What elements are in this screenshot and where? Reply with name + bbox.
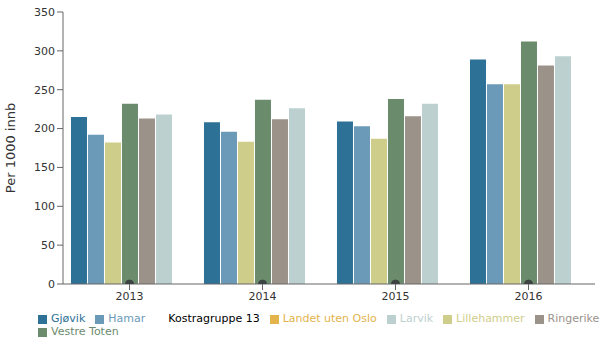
svg-text:Per 1000 innb: Per 1000 innb (8, 103, 18, 193)
svg-text:250: 250 (34, 84, 55, 97)
svg-text:350: 350 (34, 6, 55, 19)
svg-text:2015: 2015 (382, 290, 410, 303)
html-text:Kostragruppe 13: Kostragruppe 13 (168, 312, 260, 325)
svg-text:100: 100 (34, 200, 55, 213)
svg-text:2013: 2013 (116, 290, 144, 303)
svg-text:2016: 2016 (515, 290, 543, 303)
html-text:Vestre Toten: Vestre Toten (51, 325, 119, 338)
html-text:Landet uten Oslo: Landet uten Oslo (282, 312, 377, 325)
svg-text:2014: 2014 (249, 290, 277, 303)
svg-text:200: 200 (34, 122, 55, 135)
html-text:Lillehammer: Lillehammer (456, 312, 525, 325)
html-text:Ringerike: Ringerike (547, 312, 600, 325)
html-text:Hamar: Hamar (108, 312, 146, 325)
svg-text:50: 50 (41, 239, 55, 252)
html-text:Gjøvik: Gjøvik (51, 312, 86, 325)
svg-text:150: 150 (34, 161, 55, 174)
svg-text:0: 0 (48, 278, 55, 291)
svg-text:300: 300 (34, 45, 55, 58)
html-text:Larvik: Larvik (399, 312, 434, 325)
